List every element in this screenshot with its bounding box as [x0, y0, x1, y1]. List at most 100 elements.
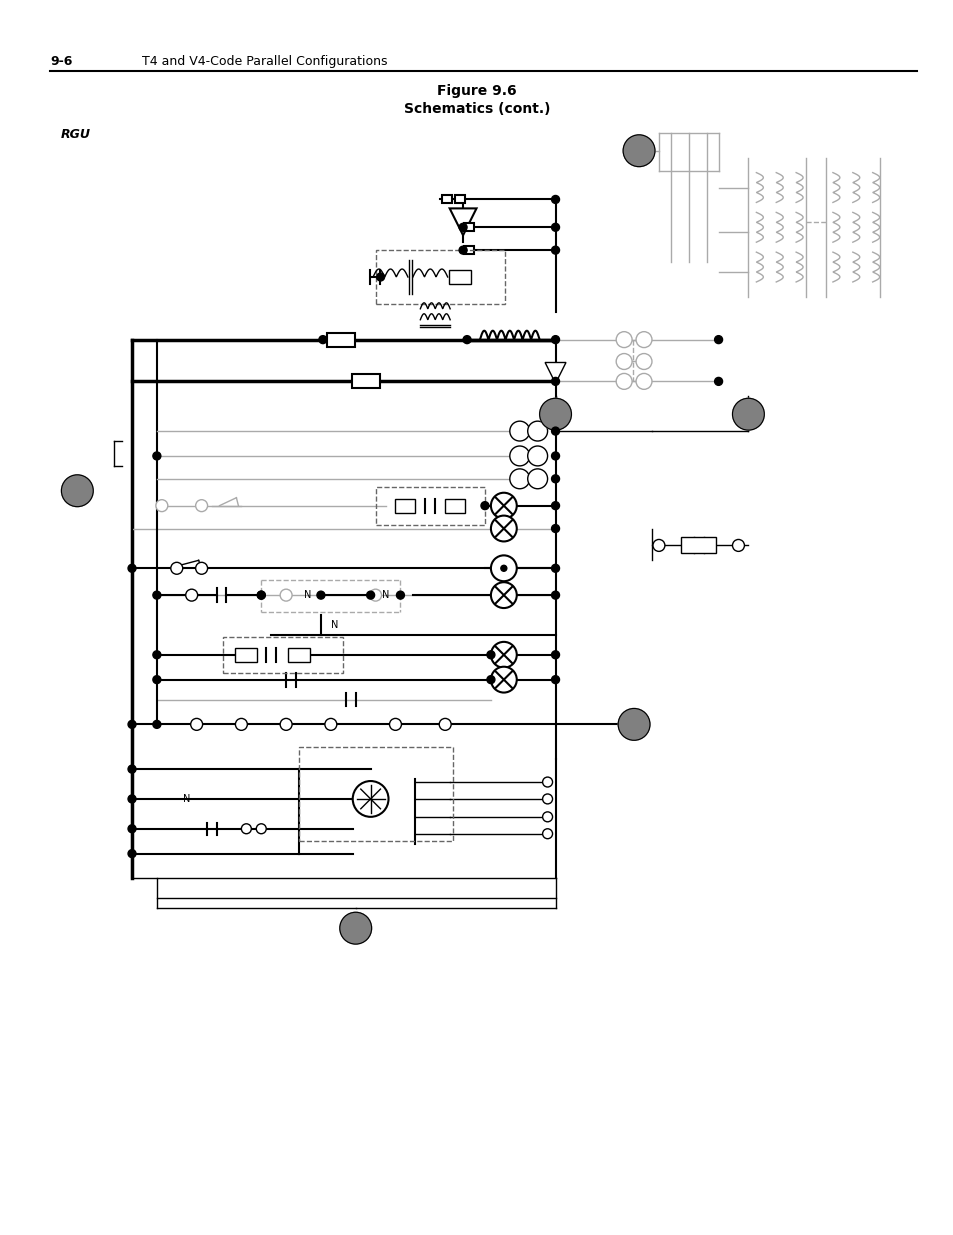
Bar	[327, 332, 355, 347]
Circle shape	[458, 246, 467, 254]
Circle shape	[551, 336, 558, 343]
Bar	[375, 487, 484, 525]
Circle shape	[280, 719, 292, 730]
Circle shape	[61, 474, 93, 506]
Circle shape	[527, 469, 547, 489]
Circle shape	[622, 135, 655, 167]
Circle shape	[316, 592, 325, 599]
Circle shape	[551, 651, 558, 658]
Circle shape	[551, 525, 558, 532]
Circle shape	[353, 781, 388, 816]
Circle shape	[325, 719, 336, 730]
Circle shape	[486, 651, 495, 658]
Circle shape	[616, 353, 632, 369]
Circle shape	[491, 582, 517, 608]
Circle shape	[542, 811, 552, 821]
Text: N: N	[331, 620, 338, 630]
Circle shape	[376, 273, 384, 282]
Bar	[375, 249, 504, 304]
Circle shape	[500, 566, 506, 572]
Bar	[463, 224, 474, 231]
Bar	[463, 246, 474, 254]
Circle shape	[152, 651, 161, 658]
Bar	[455, 195, 464, 204]
Bar	[395, 499, 415, 513]
Bar	[442, 195, 452, 204]
Circle shape	[652, 540, 664, 551]
Bar	[449, 270, 471, 284]
Circle shape	[551, 501, 558, 510]
Circle shape	[542, 829, 552, 839]
Circle shape	[491, 515, 517, 541]
Circle shape	[128, 795, 136, 803]
Circle shape	[128, 850, 136, 857]
Circle shape	[551, 246, 558, 254]
Circle shape	[241, 824, 251, 834]
Circle shape	[257, 592, 265, 599]
Circle shape	[235, 719, 247, 730]
Circle shape	[256, 824, 266, 834]
Circle shape	[366, 592, 375, 599]
Circle shape	[155, 500, 168, 511]
Circle shape	[527, 421, 547, 441]
Circle shape	[551, 564, 558, 572]
Circle shape	[438, 719, 451, 730]
Bar	[235, 648, 257, 662]
Circle shape	[616, 332, 632, 347]
Circle shape	[551, 474, 558, 483]
Bar	[298, 747, 452, 841]
Circle shape	[714, 378, 721, 385]
Circle shape	[539, 398, 571, 430]
Circle shape	[195, 562, 208, 574]
Circle shape	[339, 913, 372, 944]
Bar	[288, 648, 310, 662]
Circle shape	[636, 373, 651, 389]
Circle shape	[128, 766, 136, 773]
Bar	[680, 537, 716, 553]
Circle shape	[551, 224, 558, 231]
Circle shape	[280, 589, 292, 601]
Circle shape	[486, 676, 495, 684]
Circle shape	[152, 676, 161, 684]
Circle shape	[458, 224, 467, 231]
Circle shape	[152, 720, 161, 729]
Circle shape	[551, 676, 558, 684]
Circle shape	[509, 446, 529, 466]
Circle shape	[186, 589, 197, 601]
Circle shape	[551, 378, 558, 385]
Circle shape	[551, 195, 558, 204]
Text: 9-6: 9-6	[51, 54, 72, 68]
Text: N: N	[183, 794, 191, 804]
Text: T4 and V4-Code Parallel Configurations: T4 and V4-Code Parallel Configurations	[142, 54, 387, 68]
Bar	[445, 499, 464, 513]
Circle shape	[551, 592, 558, 599]
Text: Figure 9.6: Figure 9.6	[436, 84, 517, 98]
Circle shape	[542, 777, 552, 787]
Circle shape	[491, 642, 517, 668]
Circle shape	[171, 562, 183, 574]
Circle shape	[195, 500, 208, 511]
Circle shape	[732, 398, 763, 430]
Circle shape	[616, 373, 632, 389]
Circle shape	[527, 446, 547, 466]
Circle shape	[318, 336, 327, 343]
Circle shape	[152, 452, 161, 459]
Bar	[352, 374, 379, 388]
Text: N: N	[304, 590, 312, 600]
Text: RGU: RGU	[60, 128, 91, 141]
Circle shape	[509, 469, 529, 489]
Circle shape	[480, 501, 489, 510]
Circle shape	[191, 719, 202, 730]
Circle shape	[509, 421, 529, 441]
Circle shape	[551, 452, 558, 459]
Circle shape	[618, 709, 649, 740]
Bar	[223, 637, 342, 673]
Circle shape	[551, 427, 558, 435]
Polygon shape	[449, 209, 476, 235]
Circle shape	[128, 720, 136, 729]
Circle shape	[732, 540, 743, 551]
Circle shape	[396, 592, 404, 599]
Circle shape	[491, 493, 517, 519]
Circle shape	[128, 564, 136, 572]
Circle shape	[714, 336, 721, 343]
